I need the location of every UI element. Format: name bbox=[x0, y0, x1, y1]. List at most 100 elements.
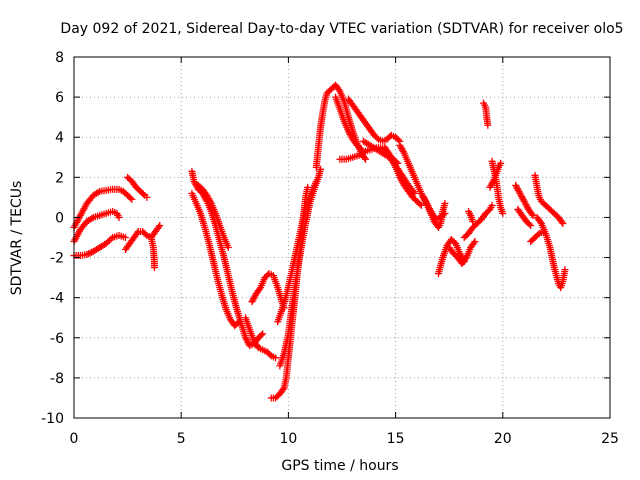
y-tick-label: -8 bbox=[50, 371, 64, 387]
data-point bbox=[84, 250, 92, 258]
y-tick-label: -6 bbox=[50, 331, 64, 347]
series-arc-11 bbox=[242, 314, 280, 362]
data-point bbox=[234, 319, 242, 327]
series-arc-8 bbox=[188, 189, 243, 330]
data-point bbox=[257, 331, 265, 339]
series-arc-13 bbox=[276, 165, 325, 370]
data-point bbox=[356, 144, 364, 152]
series-arc-25 bbox=[460, 201, 496, 241]
data-point bbox=[235, 318, 243, 326]
data-point bbox=[255, 285, 263, 293]
data-point bbox=[416, 200, 424, 208]
x-axis-label: GPS time / hours bbox=[281, 458, 398, 474]
series-arc-16 bbox=[332, 93, 365, 153]
series-arc-29 bbox=[486, 159, 505, 191]
data-point bbox=[484, 121, 492, 129]
series-arc-6 bbox=[147, 234, 158, 272]
y-tick-label: -2 bbox=[50, 251, 64, 267]
data-point bbox=[461, 255, 469, 263]
data-point bbox=[224, 244, 232, 252]
data-point bbox=[115, 213, 123, 221]
data-point bbox=[133, 229, 141, 237]
data-point bbox=[150, 264, 158, 272]
series-arc-31 bbox=[514, 205, 535, 229]
series-arc-18 bbox=[344, 95, 404, 145]
data-point bbox=[536, 218, 544, 226]
series-arc-32 bbox=[531, 171, 567, 227]
data-point bbox=[317, 165, 325, 173]
x-tick-label: 20 bbox=[494, 431, 512, 447]
series-arc-27 bbox=[480, 99, 492, 129]
data-point bbox=[561, 266, 569, 274]
data-point bbox=[525, 220, 533, 228]
data-point bbox=[499, 209, 507, 217]
data-point bbox=[259, 330, 267, 338]
data-point bbox=[360, 148, 368, 156]
data-point bbox=[497, 159, 505, 167]
series-arc-26 bbox=[464, 207, 477, 225]
data-point bbox=[528, 210, 536, 218]
series-arc-23 bbox=[434, 236, 468, 278]
data-point bbox=[394, 136, 402, 144]
series-arc-33 bbox=[533, 213, 569, 292]
data-point bbox=[470, 239, 478, 247]
x-tick-label: 10 bbox=[279, 431, 297, 447]
data-point bbox=[441, 209, 449, 217]
x-tick-label: 15 bbox=[387, 431, 405, 447]
data-point bbox=[373, 134, 381, 142]
data-point bbox=[527, 221, 535, 229]
series-arc-5 bbox=[124, 173, 151, 201]
series-arc-1 bbox=[70, 185, 136, 231]
data-points bbox=[70, 81, 569, 402]
x-tick-label: 25 bbox=[601, 431, 619, 447]
plot-frame bbox=[73, 56, 611, 419]
data-point bbox=[206, 198, 214, 206]
data-point bbox=[86, 249, 94, 257]
data-point bbox=[489, 177, 497, 185]
data-point bbox=[128, 195, 136, 203]
series-arc-2 bbox=[70, 207, 123, 246]
data-point bbox=[529, 211, 537, 219]
data-point bbox=[272, 354, 280, 362]
data-point bbox=[558, 218, 566, 226]
data-point bbox=[540, 227, 548, 235]
data-point bbox=[335, 86, 343, 94]
y-tick-label: 2 bbox=[55, 170, 64, 186]
x-tick-label: 0 bbox=[70, 431, 79, 447]
series-arc-20 bbox=[381, 143, 425, 209]
data-point bbox=[312, 177, 320, 185]
series-arc-9 bbox=[194, 181, 232, 252]
y-tick-label: 4 bbox=[55, 130, 64, 146]
data-point bbox=[362, 155, 370, 163]
data-point bbox=[126, 194, 134, 202]
data-point bbox=[88, 214, 96, 222]
x-tick-label: 5 bbox=[177, 431, 186, 447]
data-point bbox=[107, 235, 115, 243]
data-point bbox=[105, 237, 113, 245]
y-tick-label: 0 bbox=[55, 210, 64, 226]
data-point bbox=[441, 199, 449, 207]
data-point bbox=[266, 350, 274, 358]
series-arc-10 bbox=[248, 270, 288, 312]
y-tick-label: 8 bbox=[55, 50, 64, 66]
data-point bbox=[121, 234, 129, 241]
data-point bbox=[386, 152, 394, 160]
data-point bbox=[156, 221, 164, 229]
data-point bbox=[279, 385, 287, 393]
y-axis-ticks: -10 -8 -6 -4 -2 0 2 4 6 8 bbox=[41, 50, 610, 427]
data-point bbox=[143, 193, 151, 201]
y-tick-label: -4 bbox=[50, 291, 64, 307]
y-axis-label: SDTVAR / TECUs bbox=[9, 181, 25, 296]
data-point bbox=[155, 223, 163, 231]
series-arc-22 bbox=[419, 193, 449, 223]
data-point bbox=[471, 238, 479, 246]
x-axis-ticks: 0 5 10 15 20 25 bbox=[70, 57, 619, 447]
data-point bbox=[439, 211, 447, 219]
series-arc-30 bbox=[512, 181, 537, 219]
data-point bbox=[469, 217, 477, 225]
series-arc-34 bbox=[527, 227, 548, 246]
series-arc-7 bbox=[188, 167, 267, 350]
data-point bbox=[139, 190, 147, 198]
y-tick-label: 6 bbox=[55, 90, 64, 106]
